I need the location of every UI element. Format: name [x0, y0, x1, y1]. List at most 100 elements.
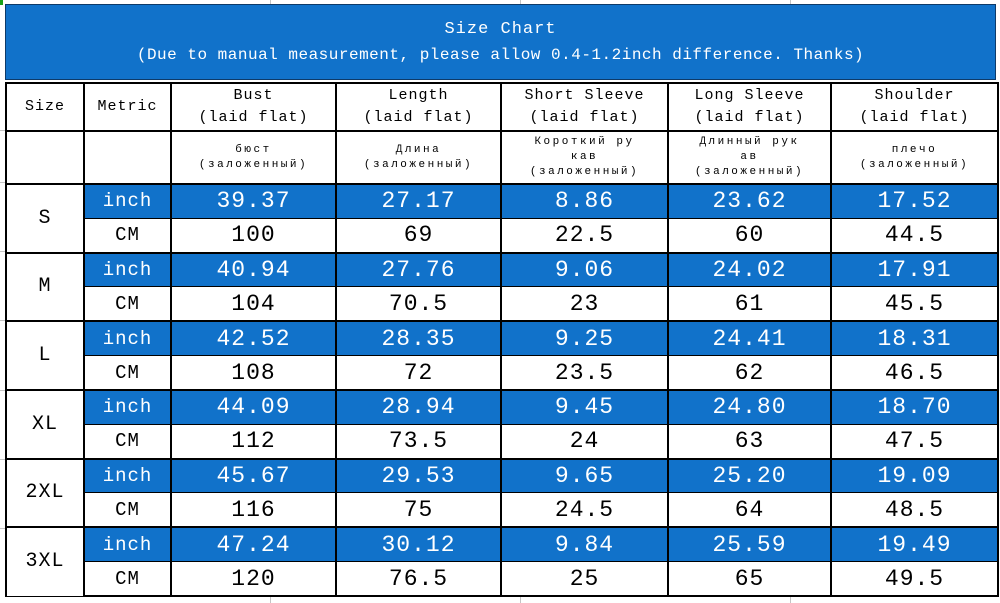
value-cell: 9.25: [500, 320, 669, 357]
value-cell: 65: [667, 561, 832, 598]
size-label-xl: XL: [5, 388, 85, 460]
value-cell: 45.67: [170, 457, 337, 494]
value-cell: 69: [335, 217, 502, 254]
value-cell: 73.5: [335, 423, 502, 460]
gridline: [0, 130, 5, 131]
value-cell: 24.02: [667, 251, 832, 288]
gridline: [520, 597, 521, 603]
value-cell: 48.5: [830, 492, 999, 529]
value-cell: 28.35: [335, 320, 502, 357]
header-short-sleeve-ru: Короткий ру кав (заложенный): [500, 130, 669, 185]
unit-label: inch: [83, 182, 172, 219]
value-cell: 29.53: [335, 457, 502, 494]
value-cell: 49.5: [830, 561, 999, 598]
unit-label: CM: [83, 561, 172, 598]
header-bust-ru: бюст (заложенный): [170, 130, 337, 185]
value-cell: 28.94: [335, 388, 502, 425]
unit-label: CM: [83, 286, 172, 323]
unit-label: inch: [83, 251, 172, 288]
value-cell: 25: [500, 561, 669, 598]
header-long-sleeve: Long Sleeve (laid flat): [667, 81, 832, 133]
value-cell: 100: [170, 217, 337, 254]
value-cell: 24.5: [500, 492, 669, 529]
value-cell: 25.20: [667, 457, 832, 494]
size-label-s: S: [5, 182, 85, 254]
value-cell: 61: [667, 286, 832, 323]
value-cell: 44.09: [170, 388, 337, 425]
header-empty: [5, 130, 85, 185]
value-cell: 44.5: [830, 217, 999, 254]
value-cell: 76.5: [335, 561, 502, 598]
value-cell: 19.49: [830, 526, 999, 563]
value-cell: 23.62: [667, 182, 832, 219]
value-cell: 18.70: [830, 388, 999, 425]
unit-label: CM: [83, 423, 172, 460]
value-cell: 30.12: [335, 526, 502, 563]
unit-label: inch: [83, 320, 172, 357]
gridline: [0, 251, 5, 252]
value-cell: 39.37: [170, 182, 337, 219]
size-label-m: M: [5, 251, 85, 322]
value-cell: 19.09: [830, 457, 999, 494]
header-size: Size: [5, 81, 85, 133]
unit-label: CM: [83, 217, 172, 254]
value-cell: 17.91: [830, 251, 999, 288]
gridline: [270, 597, 271, 603]
header-shoulder-ru: плечо (заложенный): [830, 130, 999, 185]
value-cell: 8.86: [500, 182, 669, 219]
value-cell: 23.5: [500, 355, 669, 391]
value-cell: 47.5: [830, 423, 999, 460]
chart-title: Size Chart: [444, 20, 557, 39]
selection-corner-mark: [0, 0, 3, 5]
value-cell: 60: [667, 217, 832, 254]
header-length: Length (laid flat): [335, 81, 502, 133]
value-cell: 23: [500, 286, 669, 323]
value-cell: 9.65: [500, 457, 669, 494]
value-cell: 24.41: [667, 320, 832, 357]
value-cell: 62: [667, 355, 832, 391]
unit-label: CM: [83, 492, 172, 529]
value-cell: 18.31: [830, 320, 999, 357]
value-cell: 112: [170, 423, 337, 460]
value-cell: 40.94: [170, 251, 337, 288]
title-banner: Size Chart (Due to manual measurement, p…: [5, 4, 996, 80]
value-cell: 9.84: [500, 526, 669, 563]
gridline: [790, 0, 791, 4]
size-label-l: L: [5, 320, 85, 391]
value-cell: 9.06: [500, 251, 669, 288]
value-cell: 64: [667, 492, 832, 529]
value-cell: 22.5: [500, 217, 669, 254]
value-cell: 27.17: [335, 182, 502, 219]
value-cell: 25.59: [667, 526, 832, 563]
size-chart-table: Size Metric Bust (laid flat) Length (lai…: [5, 81, 999, 598]
value-cell: 104: [170, 286, 337, 323]
gridline: [0, 182, 5, 183]
value-cell: 75: [335, 492, 502, 529]
size-label-2xl: 2XL: [5, 457, 85, 528]
value-cell: 116: [170, 492, 337, 529]
value-cell: 24.80: [667, 388, 832, 425]
value-cell: 45.5: [830, 286, 999, 323]
value-cell: 24: [500, 423, 669, 460]
gridline: [0, 390, 5, 391]
unit-label: inch: [83, 457, 172, 494]
header-length-ru: Длина (заложенный): [335, 130, 502, 185]
header-long-sleeve-ru: Длинный рук ав (заложенный): [667, 130, 832, 185]
chart-subtitle: (Due to manual measurement, please allow…: [136, 46, 865, 64]
unit-label: inch: [83, 388, 172, 425]
value-cell: 42.52: [170, 320, 337, 357]
header-empty: [83, 130, 172, 185]
unit-label: inch: [83, 526, 172, 563]
header-short-sleeve: Short Sleeve (laid flat): [500, 81, 669, 133]
value-cell: 46.5: [830, 355, 999, 391]
gridline: [0, 320, 5, 321]
size-label-3xl: 3XL: [5, 526, 85, 597]
gridline: [0, 528, 5, 529]
gridline: [790, 597, 791, 603]
gridline: [520, 0, 521, 4]
value-cell: 27.76: [335, 251, 502, 288]
gridline: [270, 0, 271, 4]
value-cell: 9.45: [500, 388, 669, 425]
header-shoulder: Shoulder (laid flat): [830, 81, 999, 133]
header-bust: Bust (laid flat): [170, 81, 337, 133]
